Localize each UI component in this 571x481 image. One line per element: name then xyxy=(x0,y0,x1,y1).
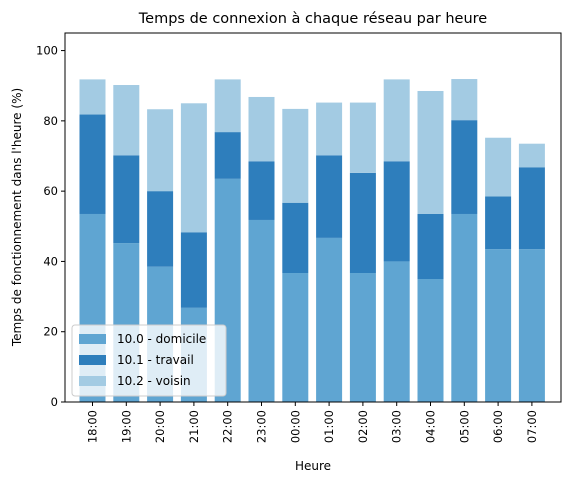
bar-0400-series-0 xyxy=(417,279,444,402)
y-tick-label: 100 xyxy=(36,44,58,58)
legend-label: 10.1 - travail xyxy=(117,353,194,367)
x-tick-label: 01:00 xyxy=(322,410,336,443)
bar-0000-series-2 xyxy=(282,108,309,203)
x-tick-label: 04:00 xyxy=(424,410,438,443)
y-tick-label: 60 xyxy=(43,184,58,198)
x-tick-label: 22:00 xyxy=(221,410,235,443)
bar-0500-series-0 xyxy=(451,213,478,402)
chart-title: Temps de connexion à chaque réseau par h… xyxy=(138,11,488,27)
bar-0000-series-0 xyxy=(282,273,309,402)
bar-0500-series-1 xyxy=(451,120,478,214)
bar-2200-series-2 xyxy=(214,79,241,133)
bar-0600-series-1 xyxy=(485,196,512,250)
bar-0100-series-0 xyxy=(316,237,343,402)
bar-1900-series-2 xyxy=(113,85,140,156)
bar-2300-series-2 xyxy=(248,96,275,162)
x-tick-label: 05:00 xyxy=(457,410,471,443)
x-axis-label: Heure xyxy=(295,459,331,473)
bar-0400-series-1 xyxy=(417,213,444,279)
x-axis: 18:00 19:00 20:00 21:00 22:00 23:00 00:00 01:00… xyxy=(86,402,539,443)
bar-0600-series-0 xyxy=(485,249,512,402)
x-tick-label: 23:00 xyxy=(255,410,269,443)
legend-swatch xyxy=(79,334,106,344)
bar-2300-series-0 xyxy=(248,219,275,402)
y-axis: 0 20 40 60 80 100 xyxy=(36,44,65,409)
x-tick-label: 19:00 xyxy=(119,410,133,443)
bars-group xyxy=(79,79,545,402)
bar-0100-series-2 xyxy=(316,102,343,156)
bar-0100-series-1 xyxy=(316,155,343,238)
y-tick-label: 0 xyxy=(51,395,58,409)
legend-label: 10.2 - voisin xyxy=(117,374,191,388)
x-tick-label: 07:00 xyxy=(525,410,539,443)
bar-0200-series-0 xyxy=(349,273,376,402)
legend-box xyxy=(71,324,227,397)
bar-2000-series-2 xyxy=(147,109,174,192)
bar-2200-series-1 xyxy=(214,132,241,179)
x-tick-label: 02:00 xyxy=(356,410,370,443)
x-tick-label: 00:00 xyxy=(288,410,302,443)
bar-0400-series-2 xyxy=(417,90,444,214)
bar-0300-series-1 xyxy=(383,161,410,262)
legend-label: 10.0 - domicile xyxy=(117,332,206,346)
bar-0300-series-2 xyxy=(383,79,410,162)
bar-0200-series-2 xyxy=(349,102,376,173)
plot-frame xyxy=(64,32,562,403)
bar-0600-series-2 xyxy=(485,137,512,197)
x-tick-label: 21:00 xyxy=(187,410,201,443)
bar-0500-series-2 xyxy=(451,79,478,121)
bar-2000-series-1 xyxy=(147,191,174,267)
y-tick-label: 80 xyxy=(43,114,58,128)
y-tick-label: 20 xyxy=(43,325,58,339)
x-tick-label: 20:00 xyxy=(153,410,167,443)
legend-swatch xyxy=(79,376,106,386)
bar-0000-series-1 xyxy=(282,202,309,274)
bar-0700-series-2 xyxy=(518,143,545,168)
bar-1800-series-2 xyxy=(79,79,106,115)
bar-2100-series-1 xyxy=(180,232,207,308)
bar-2100-series-2 xyxy=(180,103,207,233)
bar-0200-series-1 xyxy=(349,172,376,274)
bar-1900-series-1 xyxy=(113,155,140,244)
y-tick-label: 40 xyxy=(43,254,58,268)
bar-0700-series-0 xyxy=(518,249,545,402)
bar-1800-series-1 xyxy=(79,114,106,214)
bar-0300-series-0 xyxy=(383,261,410,402)
legend: 10.0 - domicile 10.1 - travail 10.2 - vois… xyxy=(71,324,227,397)
legend-swatch xyxy=(79,355,106,365)
bar-2300-series-1 xyxy=(248,161,275,220)
x-tick-label: 18:00 xyxy=(86,410,100,443)
x-tick-label: 03:00 xyxy=(390,410,404,443)
y-axis-label: Temps de fonctionnement dans l'heure (%) xyxy=(10,88,24,347)
x-tick-label: 06:00 xyxy=(491,410,505,443)
bar-0700-series-1 xyxy=(518,167,545,250)
